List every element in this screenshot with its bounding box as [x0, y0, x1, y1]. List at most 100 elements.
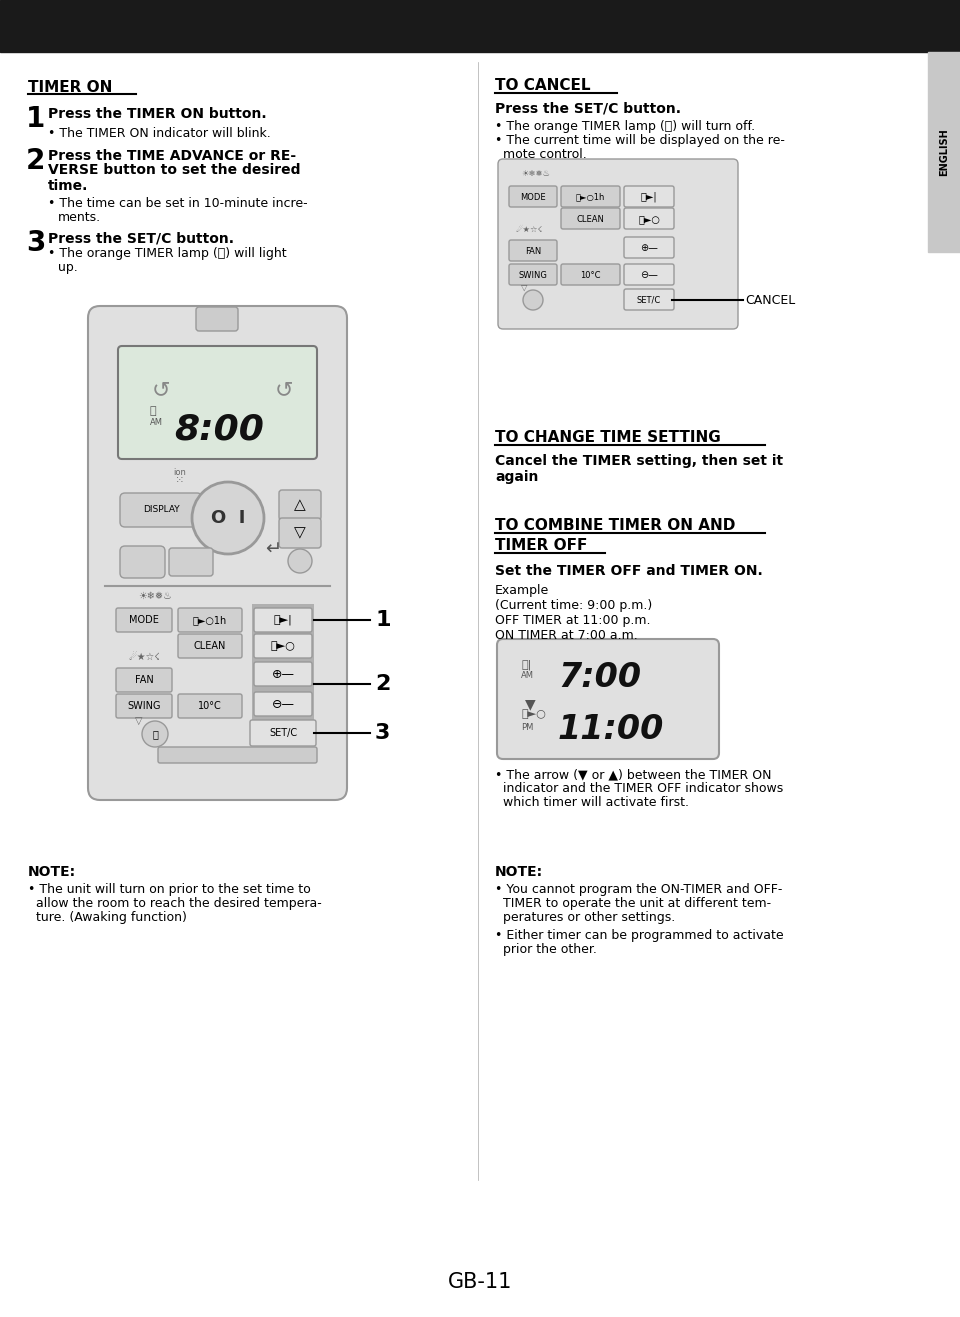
Text: ↵: ↵: [265, 540, 281, 558]
FancyBboxPatch shape: [250, 720, 316, 745]
Text: ⏰►○: ⏰►○: [638, 213, 660, 224]
FancyBboxPatch shape: [497, 639, 719, 759]
Text: TIMER to operate the unit at different tem-: TIMER to operate the unit at different t…: [503, 897, 771, 910]
Text: (Current time: 9:00 p.m.): (Current time: 9:00 p.m.): [495, 599, 652, 612]
Text: ⏰►○: ⏰►○: [521, 709, 546, 719]
Text: SET/C: SET/C: [269, 728, 297, 738]
Text: Example: Example: [495, 583, 549, 597]
Text: • The orange TIMER lamp (⏰) will light: • The orange TIMER lamp (⏰) will light: [48, 248, 287, 259]
Text: Set the TIMER OFF and TIMER ON.: Set the TIMER OFF and TIMER ON.: [495, 564, 763, 578]
Text: ▽: ▽: [521, 283, 527, 292]
Text: prior the other.: prior the other.: [503, 943, 597, 956]
Text: 1: 1: [26, 105, 45, 133]
Text: ⏰: ⏰: [150, 406, 156, 416]
Text: SWING: SWING: [128, 701, 160, 711]
Text: OFF TIMER at 11:00 p.m.: OFF TIMER at 11:00 p.m.: [495, 614, 651, 627]
FancyBboxPatch shape: [169, 548, 213, 576]
Text: ⏰►|: ⏰►|: [274, 615, 293, 626]
Text: NOTE:: NOTE:: [495, 865, 543, 878]
FancyBboxPatch shape: [178, 694, 242, 718]
FancyBboxPatch shape: [509, 186, 557, 207]
FancyBboxPatch shape: [254, 608, 312, 632]
Text: ↺: ↺: [152, 381, 171, 400]
Text: SET/C: SET/C: [636, 295, 661, 304]
Text: TO COMBINE TIMER ON AND: TO COMBINE TIMER ON AND: [495, 518, 735, 533]
Text: MODE: MODE: [520, 192, 546, 202]
Text: AM: AM: [150, 417, 163, 427]
Text: Press the SET/C button.: Press the SET/C button.: [495, 101, 681, 116]
FancyBboxPatch shape: [254, 691, 312, 716]
Text: 10°C: 10°C: [580, 270, 600, 279]
Text: ⏰►○1h: ⏰►○1h: [193, 615, 228, 626]
FancyBboxPatch shape: [624, 288, 674, 309]
Text: 1: 1: [375, 610, 391, 630]
FancyBboxPatch shape: [498, 159, 738, 329]
Text: ▼: ▼: [525, 697, 536, 711]
Text: DISPLAY: DISPLAY: [143, 506, 180, 515]
Text: CANCEL: CANCEL: [745, 294, 795, 307]
Bar: [252, 605, 314, 722]
Text: time.: time.: [48, 179, 88, 194]
Text: • The TIMER ON indicator will blink.: • The TIMER ON indicator will blink.: [48, 126, 271, 140]
Text: Press the TIMER ON button.: Press the TIMER ON button.: [48, 107, 267, 121]
Text: TO CANCEL: TO CANCEL: [495, 78, 590, 94]
Text: ON TIMER at 7:00 a.m.: ON TIMER at 7:00 a.m.: [495, 630, 637, 641]
Text: 2: 2: [375, 674, 391, 694]
Text: • Either timer can be programmed to activate: • Either timer can be programmed to acti…: [495, 928, 783, 942]
FancyBboxPatch shape: [624, 208, 674, 229]
Text: ments.: ments.: [58, 211, 101, 224]
Text: ⏰|: ⏰|: [521, 658, 531, 669]
Text: Press the TIME ADVANCE or RE-: Press the TIME ADVANCE or RE-: [48, 149, 296, 163]
Text: • The time can be set in 10-minute incre-: • The time can be set in 10-minute incre…: [48, 198, 307, 209]
Text: 11:00: 11:00: [558, 712, 664, 745]
FancyBboxPatch shape: [624, 237, 674, 258]
Text: 7:00: 7:00: [558, 661, 641, 694]
FancyBboxPatch shape: [509, 263, 557, 284]
FancyBboxPatch shape: [196, 307, 238, 331]
FancyBboxPatch shape: [279, 490, 321, 520]
Text: 2: 2: [26, 148, 45, 175]
Text: ⊖—: ⊖—: [272, 698, 295, 710]
Text: TIMER OFF: TIMER OFF: [495, 539, 588, 553]
Text: peratures or other settings.: peratures or other settings.: [503, 911, 675, 925]
Bar: [928, 51, 960, 252]
FancyBboxPatch shape: [116, 608, 172, 632]
Text: FAN: FAN: [525, 246, 541, 255]
Text: 3: 3: [375, 723, 391, 743]
Circle shape: [288, 549, 312, 573]
Text: again: again: [495, 470, 539, 485]
Text: MODE: MODE: [129, 615, 159, 626]
FancyBboxPatch shape: [158, 747, 317, 763]
Text: ☄★☆☇: ☄★☆☇: [515, 225, 542, 234]
Text: 3: 3: [26, 229, 45, 257]
Bar: [0, 0, 960, 51]
Text: • The current time will be displayed on the re-: • The current time will be displayed on …: [495, 134, 785, 148]
FancyBboxPatch shape: [88, 306, 347, 799]
Text: TIMER ON: TIMER ON: [28, 80, 112, 95]
Text: ENGLISH: ENGLISH: [939, 128, 949, 176]
Circle shape: [192, 482, 264, 554]
Text: Press the SET/C button.: Press the SET/C button.: [48, 230, 234, 245]
FancyBboxPatch shape: [254, 662, 312, 686]
FancyBboxPatch shape: [561, 263, 620, 284]
Text: 10°C: 10°C: [198, 701, 222, 711]
FancyBboxPatch shape: [561, 186, 620, 207]
Text: GB-11: GB-11: [447, 1272, 513, 1292]
FancyBboxPatch shape: [118, 346, 317, 460]
FancyBboxPatch shape: [624, 186, 674, 207]
Text: which timer will activate first.: which timer will activate first.: [503, 795, 689, 809]
Text: VERSE button to set the desired: VERSE button to set the desired: [48, 163, 300, 176]
Text: • You cannot program the ON-TIMER and OFF-: • You cannot program the ON-TIMER and OF…: [495, 882, 782, 896]
Text: • The unit will turn on prior to the set time to: • The unit will turn on prior to the set…: [28, 882, 311, 896]
Text: SWING: SWING: [518, 270, 547, 279]
Text: PM: PM: [521, 723, 534, 732]
Text: ☀❄❅♨: ☀❄❅♨: [138, 591, 172, 601]
Text: Cancel the TIMER setting, then set it: Cancel the TIMER setting, then set it: [495, 454, 783, 468]
FancyBboxPatch shape: [116, 668, 172, 691]
Circle shape: [523, 290, 543, 309]
Text: • The orange TIMER lamp (⏰) will turn off.: • The orange TIMER lamp (⏰) will turn of…: [495, 120, 756, 133]
FancyBboxPatch shape: [561, 208, 620, 229]
Text: TO CHANGE TIME SETTING: TO CHANGE TIME SETTING: [495, 429, 721, 445]
FancyBboxPatch shape: [116, 694, 172, 718]
FancyBboxPatch shape: [120, 493, 202, 527]
